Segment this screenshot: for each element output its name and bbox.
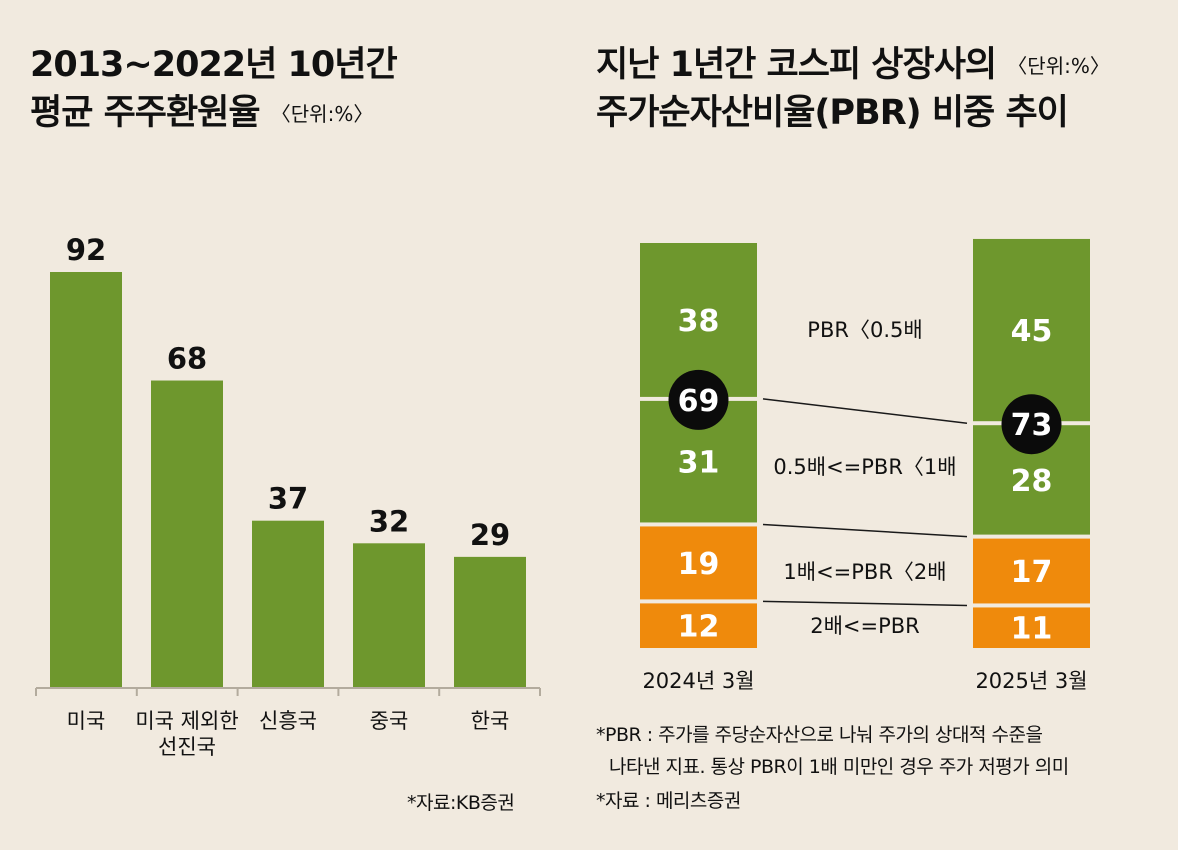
right-chart-title-line2: 주가순자산비율(PBR) 비중 추이 (596, 93, 1069, 133)
pbr-definition-note-line2: 나타낸 지표. 통상 PBR이 1배 미만인 경우 주가 저평가 의미 (609, 756, 1069, 778)
category-label: 선진국 (158, 735, 216, 759)
category-label: 미국 제외한 (135, 709, 238, 733)
category-label: 미국 (67, 709, 106, 733)
stack-segment (973, 238, 1090, 422)
category-label: 신흥국 (259, 709, 317, 733)
left-chart-title-text: 평균 주주환원율 (30, 93, 261, 133)
left-chart-unit: 〈단위:%〉 (270, 102, 374, 126)
left-source-note: *자료:KB증권 (407, 792, 515, 814)
below-1x-total-label: 73 (1011, 408, 1053, 443)
stack-segment (640, 526, 757, 600)
pbr-stacked-bar-chart: 12 19 31 38 69 2024년 3월 11 17 28 45 73 2025년 3월 2배<=… (640, 238, 1090, 693)
right-chart-title-text: 지난 1년간 코스피 상장사의 (596, 45, 997, 85)
bar-value-label: 68 (167, 342, 207, 376)
pbr-band-label: 1배<=PBR〈2배 (783, 560, 946, 584)
right-chart-title-line1: 지난 1년간 코스피 상장사의 〈단위:%〉 (596, 42, 1110, 89)
segment-value-label: 12 (678, 610, 720, 645)
segment-value-label: 17 (1011, 555, 1053, 590)
below-1x-total-label: 69 (678, 384, 720, 419)
connector-line (762, 523, 968, 538)
pbr-definition-note-line1: *PBR : 주가를 주당순자산으로 나눠 주가의 상대적 수준을 (596, 724, 1043, 746)
bar-5 (454, 556, 526, 688)
bar-2 (151, 380, 223, 688)
bar-value-label: 37 (268, 482, 308, 516)
bar-value-label: 92 (66, 233, 106, 267)
bar-value-label: 32 (369, 504, 409, 538)
pbr-band-label: PBR〈0.5배 (807, 318, 922, 342)
pbr-band-label: 2배<=PBR (810, 614, 920, 638)
below-1x-total-bubble (668, 369, 729, 430)
bar-1 (50, 272, 122, 688)
connector-line (762, 398, 968, 424)
stack-segment (640, 603, 757, 648)
segment-value-label: 28 (1011, 464, 1053, 499)
segment-value-label: 31 (678, 446, 720, 481)
below-1x-total-bubble (1001, 394, 1062, 455)
stack-segment (973, 538, 1090, 604)
right-source-note: *자료 : 메리츠증권 (596, 790, 741, 812)
category-label: 한국 (471, 709, 510, 733)
bar-4 (353, 543, 425, 688)
period-label: 2025년 3월 (975, 669, 1087, 693)
left-chart-title-line2: 평균 주주환원율 〈단위:%〉 (30, 90, 373, 137)
left-chart-title-line1: 2013~2022년 10년간 (30, 45, 398, 85)
bar-3 (252, 520, 324, 688)
segment-value-label: 38 (678, 304, 720, 339)
category-label: 중국 (370, 709, 409, 733)
pbr-band-label: 0.5배<=PBR〈1배 (773, 455, 956, 479)
connector-line (762, 600, 968, 607)
right-chart-unit: 〈단위:%〉 (1007, 54, 1110, 78)
segment-value-label: 45 (1011, 314, 1053, 349)
stack-segment (973, 607, 1090, 648)
segment-value-label: 11 (1011, 612, 1053, 647)
period-label: 2024년 3월 (642, 669, 754, 693)
bar-value-label: 29 (470, 518, 510, 552)
segment-value-label: 19 (678, 547, 720, 582)
